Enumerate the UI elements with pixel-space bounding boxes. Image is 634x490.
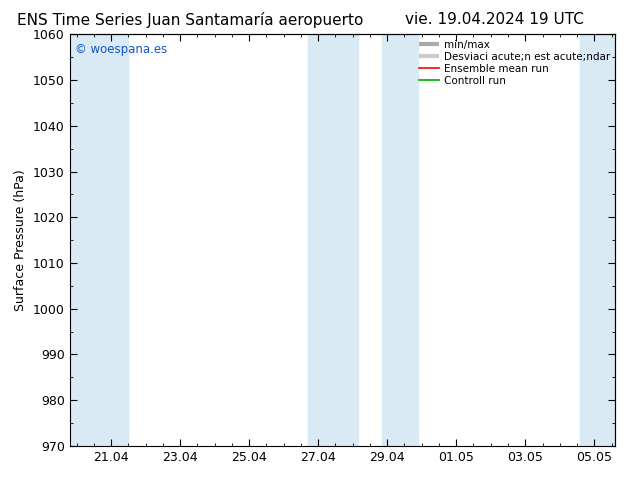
Text: vie. 19.04.2024 19 UTC: vie. 19.04.2024 19 UTC — [405, 12, 584, 27]
Legend: min/max, Desviaci acute;n est acute;ndar, Ensemble mean run, Controll run: min/max, Desviaci acute;n est acute;ndar… — [417, 37, 612, 88]
Bar — [382, 34, 418, 446]
Bar — [308, 34, 358, 446]
Text: ENS Time Series Juan Santamaría aeropuerto: ENS Time Series Juan Santamaría aeropuer… — [17, 12, 363, 28]
Bar — [581, 34, 615, 446]
Text: © woespana.es: © woespana.es — [75, 43, 167, 55]
Y-axis label: Surface Pressure (hPa): Surface Pressure (hPa) — [15, 169, 27, 311]
Bar — [70, 34, 129, 446]
